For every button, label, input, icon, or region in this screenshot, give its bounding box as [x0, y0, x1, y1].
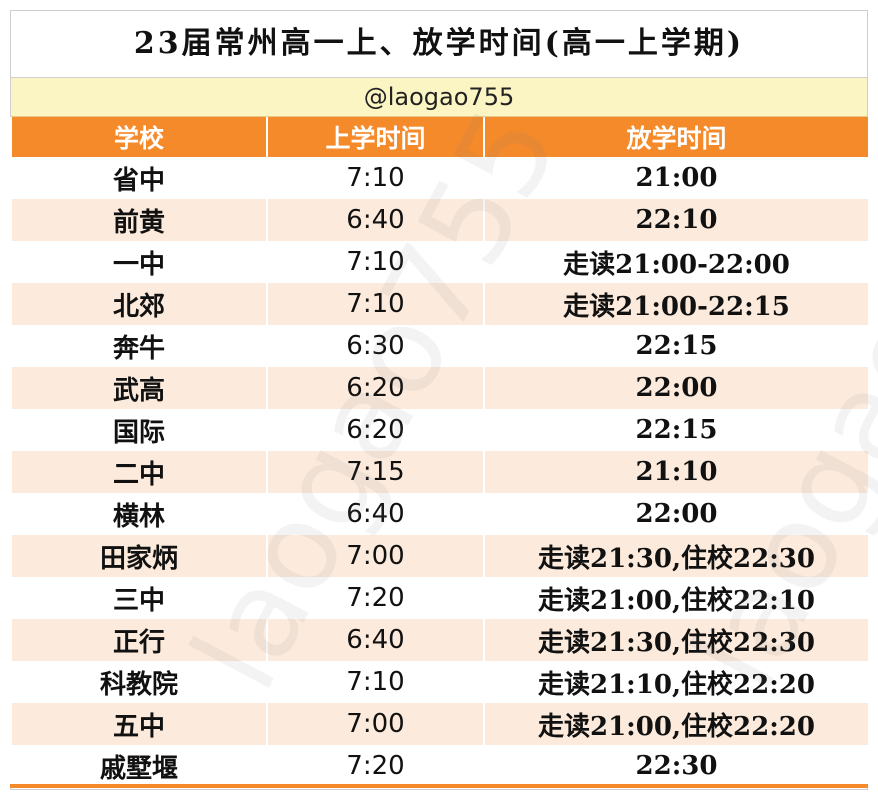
column-header-start-time: 上学时间: [266, 117, 485, 157]
author-handle: @laogao755: [11, 78, 867, 117]
end-time-cell: 走读21:00-22:00: [483, 241, 870, 283]
table-body: 省中 7:10 21:00 前黄 6:40 22:10 一中 7:10 走读21:00-22:0…: [10, 157, 870, 787]
school-cell: 戚墅堰: [10, 745, 268, 787]
table-row: 北郊 7:10 走读21:00-22:15: [10, 283, 870, 325]
table-row: 奔牛 6:30 22:15: [10, 325, 870, 367]
end-time-cell: 21:00: [483, 157, 870, 199]
start-time-cell: 7:20: [266, 577, 485, 619]
school-cell: 国际: [10, 409, 268, 451]
table-row: 戚墅堰 7:20 22:30: [10, 745, 870, 787]
schedule-sheet: 23届常州高一上、放学时间(高一上学期) @laogao755 学校 上学时间 …: [10, 10, 870, 790]
start-time-cell: 7:00: [266, 535, 485, 577]
end-time-cell: 22:00: [483, 493, 870, 535]
school-cell: 前黄: [10, 199, 268, 241]
table-row: 正行 6:40 走读21:30,住校22:30: [10, 619, 870, 661]
column-header-school: 学校: [10, 117, 268, 157]
school-cell: 科教院: [10, 661, 268, 703]
table-row: 省中 7:10 21:00: [10, 157, 870, 199]
start-time-cell: 7:00: [266, 703, 485, 745]
table-row: 田家炳 7:00 走读21:30,住校22:30: [10, 535, 870, 577]
school-cell: 正行: [10, 619, 268, 661]
table-row: 三中 7:20 走读21:00,住校22:10: [10, 577, 870, 619]
end-time-cell: 22:30: [483, 745, 870, 787]
school-cell: 北郊: [10, 283, 268, 325]
school-cell: 奔牛: [10, 325, 268, 367]
table-row: 一中 7:10 走读21:00-22:00: [10, 241, 870, 283]
table-header-row: 学校 上学时间 放学时间: [10, 117, 870, 157]
school-cell: 一中: [10, 241, 268, 283]
end-time-cell: 22:15: [483, 409, 870, 451]
start-time-cell: 7:10: [266, 241, 485, 283]
end-time-cell: 走读21:30,住校22:30: [483, 535, 870, 577]
start-time-cell: 7:20: [266, 745, 485, 787]
start-time-cell: 7:10: [266, 661, 485, 703]
schedule-table: 学校 上学时间 放学时间 省中 7:10 21:00 前黄 6:40 22:10 一中 7:1…: [10, 117, 870, 787]
start-time-cell: 7:15: [266, 451, 485, 493]
school-cell: 横林: [10, 493, 268, 535]
school-cell: 省中: [10, 157, 268, 199]
start-time-cell: 6:40: [266, 619, 485, 661]
start-time-cell: 6:20: [266, 409, 485, 451]
table-row: 五中 7:00 走读21:00,住校22:20: [10, 703, 870, 745]
school-cell: 五中: [10, 703, 268, 745]
column-header-end-time: 放学时间: [483, 117, 870, 157]
end-time-cell: 22:10: [483, 199, 870, 241]
table-row: 二中 7:15 21:10: [10, 451, 870, 493]
end-time-cell: 走读21:00,住校22:10: [483, 577, 870, 619]
end-time-cell: 22:00: [483, 367, 870, 409]
table-row: 国际 6:20 22:15: [10, 409, 870, 451]
end-time-cell: 走读21:00-22:15: [483, 283, 870, 325]
table-row: 横林 6:40 22:00: [10, 493, 870, 535]
end-time-cell: 走读21:00,住校22:20: [483, 703, 870, 745]
page-title: 23届常州高一上、放学时间(高一上学期): [11, 11, 867, 78]
end-time-cell: 22:15: [483, 325, 870, 367]
end-time-cell: 走读21:30,住校22:30: [483, 619, 870, 661]
start-time-cell: 6:30: [266, 325, 485, 367]
table-row: 科教院 7:10 走读21:10,住校22:20: [10, 661, 870, 703]
start-time-cell: 6:40: [266, 493, 485, 535]
start-time-cell: 7:10: [266, 283, 485, 325]
start-time-cell: 6:40: [266, 199, 485, 241]
end-time-cell: 21:10: [483, 451, 870, 493]
bottom-rule: [10, 784, 868, 788]
school-cell: 田家炳: [10, 535, 268, 577]
start-time-cell: 7:10: [266, 157, 485, 199]
school-cell: 二中: [10, 451, 268, 493]
table-row: 武高 6:20 22:00: [10, 367, 870, 409]
table-row: 前黄 6:40 22:10: [10, 199, 870, 241]
end-time-cell: 走读21:10,住校22:20: [483, 661, 870, 703]
school-cell: 武高: [10, 367, 268, 409]
start-time-cell: 6:20: [266, 367, 485, 409]
school-cell: 三中: [10, 577, 268, 619]
